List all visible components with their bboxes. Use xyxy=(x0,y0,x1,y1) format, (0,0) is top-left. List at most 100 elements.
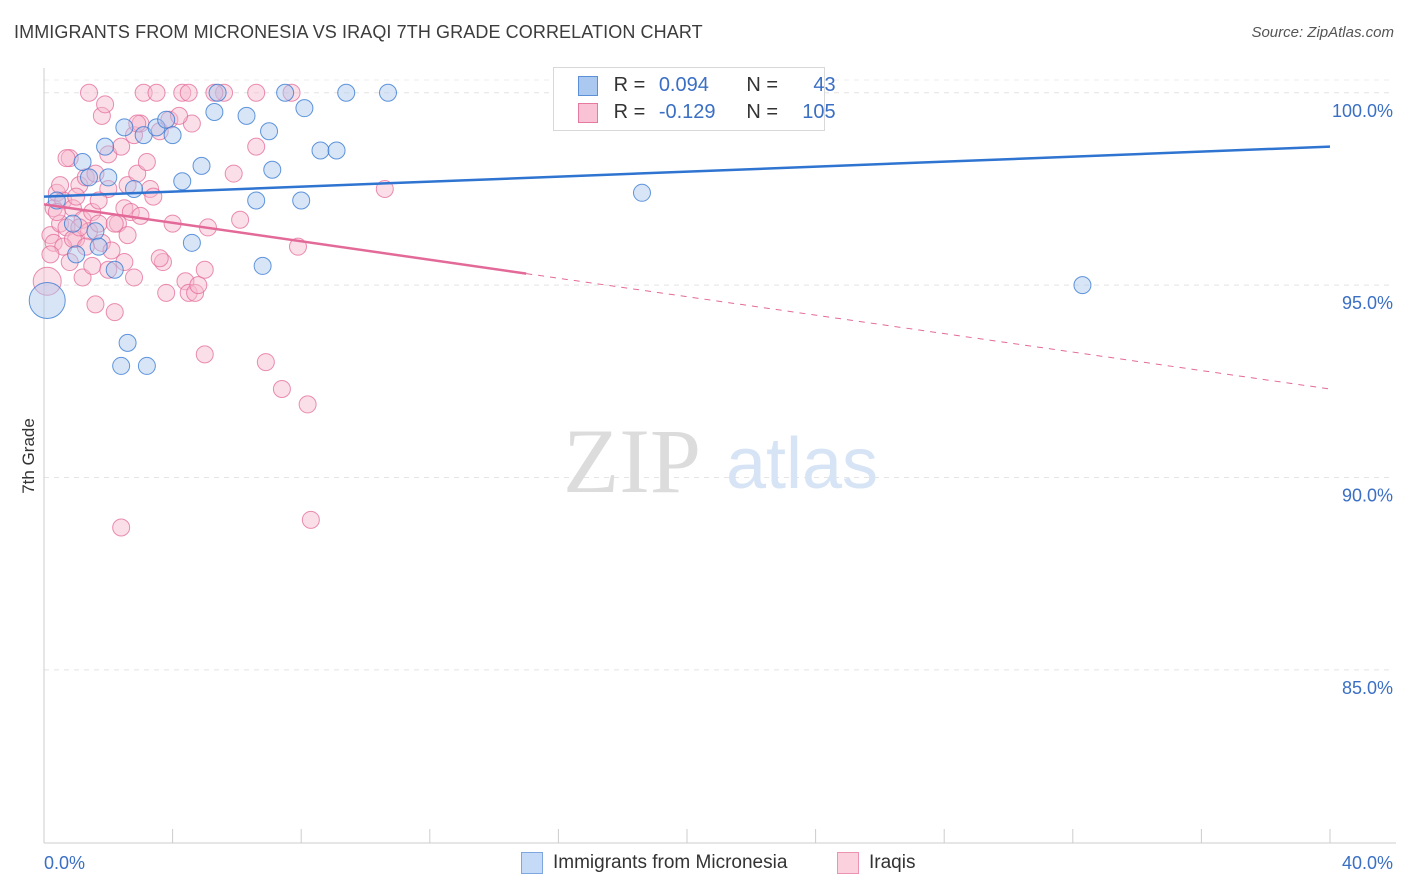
y-axis-label: 7th Grade xyxy=(19,418,38,494)
iraqis-point-18 xyxy=(83,256,102,275)
y-tick-label-3: 85.0% xyxy=(1342,678,1393,698)
iraqis-point-0 xyxy=(32,266,62,296)
iraqis-points xyxy=(32,83,394,537)
iraqis-point-78 xyxy=(118,226,137,245)
tick-labels: 100.0% 95.0% 90.0% 85.0% 0.0% 40.0% xyxy=(44,101,1393,873)
micronesia-trend-line xyxy=(43,145,1331,198)
iraqis-point-60 xyxy=(256,353,275,372)
iraqis-point-42 xyxy=(147,83,166,102)
iraqis-trend-line xyxy=(43,203,527,275)
iraqis-point-64 xyxy=(301,510,320,529)
iraqis-point-89 xyxy=(150,249,169,268)
iraqis-point-59 xyxy=(247,137,266,156)
micronesia-point-20 xyxy=(173,172,192,191)
bottom-legend-iraqis: Iraqis xyxy=(837,852,915,874)
micronesia-point-4 xyxy=(73,153,92,172)
iraqis-point-14 xyxy=(73,268,92,287)
iraqis-point-83 xyxy=(131,206,150,225)
micronesia-point-24 xyxy=(208,83,227,102)
iraqis-point-74 xyxy=(144,187,163,206)
x-tick-label-0: 0.0% xyxy=(44,853,85,873)
iraqis-point-36 xyxy=(125,268,144,287)
legend-n-label: N = xyxy=(746,74,779,97)
legend-n-value-blue: 43 xyxy=(813,74,836,97)
micronesia-point-35 xyxy=(337,83,356,102)
micronesia-point-2 xyxy=(63,214,82,233)
micronesia-point-36 xyxy=(379,83,398,102)
iraqis-point-82 xyxy=(99,260,118,279)
micronesia-point-19 xyxy=(163,126,182,145)
micronesia-point-0 xyxy=(28,282,66,320)
micronesia-point-21 xyxy=(182,233,201,252)
iraqis-point-90 xyxy=(179,83,198,102)
micronesia-point-11 xyxy=(115,118,134,137)
iraqis-trend-line-extension xyxy=(526,273,1331,390)
iraqis-point-61 xyxy=(272,380,291,399)
y-tick-label-0: 100.0% xyxy=(1332,101,1393,121)
iraqis-point-8 xyxy=(60,253,79,272)
iraqis-point-37 xyxy=(128,164,147,183)
micronesia-point-6 xyxy=(86,222,105,241)
micronesia-point-37 xyxy=(632,183,651,202)
legend-swatch-blue xyxy=(578,75,598,96)
trend-lines xyxy=(43,145,1331,390)
micronesia-point-27 xyxy=(253,256,272,275)
micronesia-point-12 xyxy=(118,333,137,352)
iraqis-point-88 xyxy=(57,149,76,168)
y-tick-label-1: 95.0% xyxy=(1342,293,1393,313)
iraqis-point-48 xyxy=(173,83,192,102)
x-tick-label-1: 40.0% xyxy=(1342,853,1393,873)
micronesia-point-28 xyxy=(260,122,279,141)
legend-row-micronesia: R = 0.094 N = 43 xyxy=(578,74,836,100)
micronesia-point-3 xyxy=(67,245,86,264)
bottom-legend-label-iraqis: Iraqis xyxy=(869,852,916,873)
legend-r-label: R = xyxy=(613,74,646,97)
micronesia-point-8 xyxy=(96,137,115,156)
micronesia-point-5 xyxy=(80,168,99,187)
micronesia-point-10 xyxy=(105,260,124,279)
y-tick-label-2: 90.0% xyxy=(1342,486,1393,506)
iraqis-point-66 xyxy=(112,518,131,537)
axes xyxy=(43,68,1396,844)
micronesia-point-16 xyxy=(137,356,156,375)
legend-row-iraqis: R = -0.129 N = 105 xyxy=(578,101,836,127)
legend-n-value-pink: 105 xyxy=(802,101,836,124)
iraqis-point-81 xyxy=(76,237,95,256)
legend-r-value-pink: -0.129 xyxy=(658,101,716,124)
iraqis-point-77 xyxy=(89,191,108,210)
iraqis-point-75 xyxy=(41,245,60,264)
iraqis-point-28 xyxy=(105,303,124,322)
iraqis-point-53 xyxy=(189,276,208,295)
iraqis-point-35 xyxy=(125,126,144,145)
micronesia-point-18 xyxy=(157,110,176,129)
iraqis-point-67 xyxy=(195,345,214,364)
micronesia-point-26 xyxy=(247,191,266,210)
micronesia-point-23 xyxy=(205,103,224,122)
legend-n-label: N = xyxy=(746,101,779,124)
iraqis-point-2 xyxy=(44,233,63,252)
iraqis-point-58 xyxy=(231,210,250,229)
micronesia-point-25 xyxy=(237,106,256,125)
gridlines xyxy=(44,79,1390,671)
source-label: Source: ZipAtlas.com xyxy=(1251,24,1394,41)
micronesia-point-33 xyxy=(311,141,330,160)
micronesia-point-7 xyxy=(89,237,108,256)
micronesia-point-30 xyxy=(276,83,295,102)
iraqis-point-63 xyxy=(298,395,317,414)
bottom-legend-micronesia: Immigrants from Micronesia xyxy=(521,852,787,874)
micronesia-point-13 xyxy=(112,356,131,375)
micronesia-point-34 xyxy=(327,141,346,160)
bottom-legend-swatch-blue xyxy=(521,852,543,874)
micronesia-point-22 xyxy=(192,156,211,175)
iraqis-point-56 xyxy=(215,83,234,102)
micronesia-point-14 xyxy=(125,179,144,198)
iraqis-point-32 xyxy=(115,253,134,272)
micronesia-point-32 xyxy=(295,99,314,118)
legend: R = 0.094 N = 43 R = -0.129 N = 105 xyxy=(553,67,836,131)
watermark-atlas: atlas xyxy=(726,424,878,504)
micronesia-point-17 xyxy=(147,118,166,137)
iraqis-point-54 xyxy=(195,260,214,279)
legend-swatch-pink xyxy=(578,102,598,123)
micronesia-point-38 xyxy=(1073,276,1092,295)
iraqis-point-22 xyxy=(92,106,111,125)
